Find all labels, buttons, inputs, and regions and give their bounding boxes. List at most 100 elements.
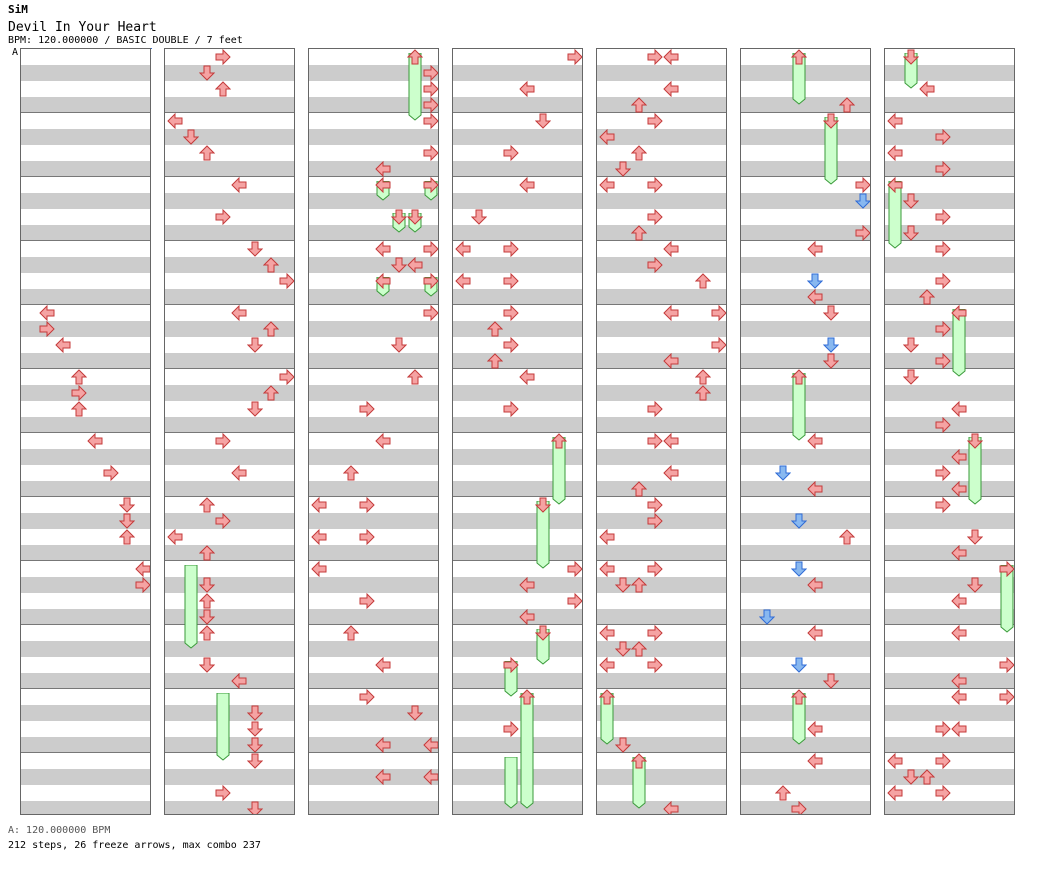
step-arrow-icon (630, 97, 648, 117)
freeze-arrow (216, 693, 230, 761)
measure-line (885, 112, 1014, 113)
step-arrow-icon (503, 144, 519, 165)
measure-line (453, 112, 582, 113)
step-arrow-icon (375, 176, 391, 197)
measure-line (741, 304, 870, 305)
bpm-marker: A (12, 47, 19, 58)
step-arrow-icon (599, 528, 615, 549)
measure-line (453, 432, 582, 433)
shock-arrow-icon (790, 657, 808, 677)
freeze-arrow (504, 757, 518, 809)
step-arrow-icon (951, 592, 967, 613)
step-arrow-icon (663, 464, 679, 485)
freeze-arrow (792, 53, 806, 105)
step-arrow-icon (135, 560, 150, 581)
step-arrow-icon (694, 273, 712, 293)
step-arrow-icon (71, 384, 87, 405)
step-arrow-icon (375, 160, 391, 181)
step-arrow-icon (567, 592, 582, 613)
step-arrow-icon (503, 304, 519, 325)
step-arrow-icon (246, 737, 264, 757)
measure-line (309, 240, 438, 241)
step-arrow-icon (887, 176, 903, 197)
measure-line (885, 432, 1014, 433)
freeze-arrow (1000, 565, 1014, 633)
chart-column (164, 48, 295, 815)
step-arrow-icon (935, 784, 951, 805)
measure-line (741, 688, 870, 689)
step-arrow-icon (790, 689, 808, 709)
step-arrow-icon (407, 256, 423, 277)
step-arrow-icon (118, 513, 136, 533)
bpm-legend: A: 120.000000 BPM (8, 825, 111, 836)
measure-line (597, 368, 726, 369)
step-arrow-icon (902, 49, 920, 69)
measure-line (597, 496, 726, 497)
step-arrow-icon (215, 49, 231, 69)
freeze-arrow (536, 501, 550, 569)
step-arrow-icon (807, 624, 823, 645)
step-arrow-icon (935, 416, 951, 437)
measure-line (885, 176, 1014, 177)
step-arrow-icon (406, 369, 424, 389)
measure-line (885, 688, 1014, 689)
measure-line (21, 112, 150, 113)
freeze-arrow (520, 693, 534, 809)
step-arrow-icon (663, 800, 679, 814)
step-arrow-icon (550, 433, 568, 453)
step-arrow-icon (630, 641, 648, 661)
step-arrow-icon (423, 176, 438, 197)
step-arrow-icon (423, 240, 438, 261)
step-arrow-icon (375, 656, 391, 677)
step-arrow-icon (807, 576, 823, 597)
step-arrow-icon (966, 433, 984, 453)
step-arrow-icon (503, 400, 519, 421)
step-arrow-icon (935, 128, 951, 149)
measure-line (741, 496, 870, 497)
step-arrow-icon (70, 369, 88, 389)
measure-line (741, 112, 870, 113)
step-arrow-icon (375, 240, 391, 261)
step-arrow-icon (423, 736, 438, 757)
measure-line (597, 240, 726, 241)
freeze-arrow (824, 117, 838, 185)
step-arrow-icon (647, 512, 663, 533)
step-arrow-icon (918, 289, 936, 309)
measure-line (885, 752, 1014, 753)
step-arrow-icon (455, 272, 471, 293)
step-arrow-icon (966, 529, 984, 549)
measure-line (885, 624, 1014, 625)
freeze-arrow (632, 757, 646, 809)
step-arrow-icon (630, 481, 648, 501)
step-arrow-icon (423, 272, 438, 293)
step-arrow-icon (231, 672, 247, 693)
step-arrow-icon (647, 208, 663, 229)
step-arrow-icon (246, 241, 264, 261)
chart-column (884, 48, 1015, 815)
step-arrow-icon (663, 304, 679, 325)
shock-arrow-icon (790, 561, 808, 581)
step-arrow-icon (39, 304, 55, 325)
step-arrow-icon (342, 465, 360, 485)
measure-line (741, 752, 870, 753)
step-arrow-icon (902, 225, 920, 245)
step-arrow-icon (599, 176, 615, 197)
step-arrow-icon (951, 720, 967, 741)
step-arrow-icon (519, 80, 535, 101)
step-arrow-icon (390, 257, 408, 277)
measure-line (309, 752, 438, 753)
measure-line (741, 624, 870, 625)
measure-line (741, 176, 870, 177)
step-arrow-icon (182, 129, 200, 149)
chart-column (308, 48, 439, 815)
step-arrow-icon (246, 801, 264, 814)
measure-line (453, 240, 582, 241)
chart-info: BPM: 120.000000 / BASIC DOUBLE / 7 feet (8, 35, 243, 46)
step-arrow-icon (214, 81, 232, 101)
step-arrow-icon (807, 480, 823, 501)
step-arrow-icon (359, 496, 375, 517)
step-arrow-icon (999, 656, 1014, 677)
step-arrow-icon (647, 49, 663, 69)
step-arrow-icon (711, 304, 726, 325)
step-arrow-icon (375, 768, 391, 789)
